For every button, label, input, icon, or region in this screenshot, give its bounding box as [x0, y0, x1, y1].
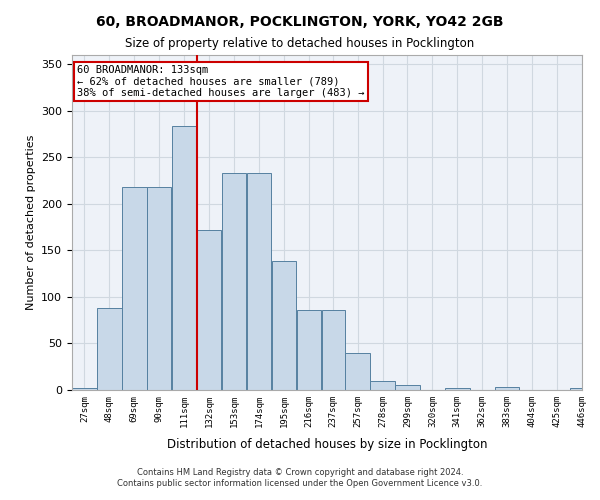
- Bar: [247, 173, 271, 390]
- Y-axis label: Number of detached properties: Number of detached properties: [26, 135, 35, 310]
- Text: Size of property relative to detached houses in Pocklington: Size of property relative to detached ho…: [125, 38, 475, 51]
- Bar: [197, 230, 221, 390]
- Bar: [147, 187, 172, 390]
- Bar: [172, 126, 196, 390]
- Text: 60, BROADMANOR, POCKLINGTON, YORK, YO42 2GB: 60, BROADMANOR, POCKLINGTON, YORK, YO42 …: [96, 15, 504, 29]
- Bar: [370, 380, 395, 390]
- Bar: [72, 388, 97, 390]
- Text: 60 BROADMANOR: 133sqm
← 62% of detached houses are smaller (789)
38% of semi-det: 60 BROADMANOR: 133sqm ← 62% of detached …: [77, 65, 365, 98]
- Bar: [296, 310, 321, 390]
- X-axis label: Distribution of detached houses by size in Pocklington: Distribution of detached houses by size …: [167, 438, 487, 451]
- Bar: [445, 388, 470, 390]
- Bar: [97, 308, 122, 390]
- Bar: [346, 353, 370, 390]
- Text: Contains HM Land Registry data © Crown copyright and database right 2024.
Contai: Contains HM Land Registry data © Crown c…: [118, 468, 482, 487]
- Bar: [272, 260, 296, 390]
- Bar: [222, 173, 247, 390]
- Bar: [395, 386, 419, 390]
- Bar: [122, 187, 146, 390]
- Bar: [495, 387, 520, 390]
- Bar: [322, 310, 345, 390]
- Bar: [570, 388, 594, 390]
